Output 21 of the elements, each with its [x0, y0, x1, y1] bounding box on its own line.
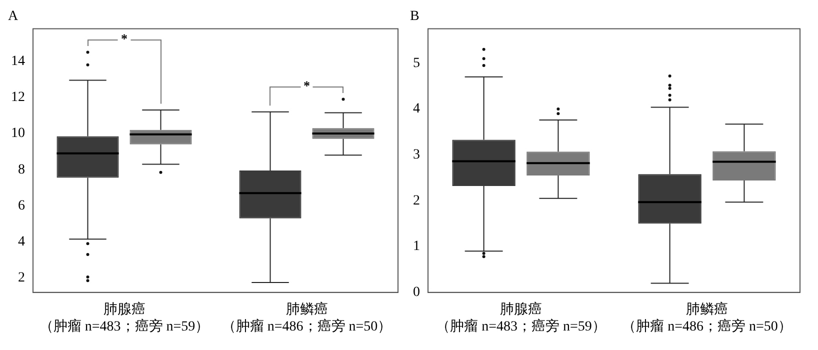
y-tick-label: 3	[413, 148, 420, 163]
x-tick-label: 肺腺癌（肿瘤 n=483；癌旁 n=59）	[436, 301, 606, 334]
chart-title: A	[8, 9, 19, 24]
y-tick-label: 4	[413, 102, 420, 117]
y-tick-label: 2	[18, 270, 25, 286]
y-tick-label: 14	[11, 54, 25, 69]
x-tick-label: 肺鳞癌（肿瘤 n=486；癌旁 n=50）	[622, 301, 792, 334]
y-tick-label: 4	[18, 234, 25, 250]
annotation: *	[118, 31, 130, 46]
annotation: *	[300, 78, 313, 94]
y-tick-label: 12	[11, 90, 25, 106]
x-tick-label: 肺腺癌（肿瘤 n=483；癌旁 n=59）	[39, 301, 210, 334]
y-tick-label: 8	[18, 162, 25, 178]
y-tick-label: 10	[11, 126, 25, 142]
x-tick-label: 肺鳞癌（肿瘤 n=486；癌旁 n=50）	[222, 301, 392, 334]
chart-title: B	[410, 9, 420, 24]
y-tick-label: 1	[413, 239, 420, 254]
y-tick-label: 0	[413, 285, 420, 300]
y-tick-label: 2	[413, 193, 420, 208]
y-tick-label: 5	[413, 56, 420, 71]
y-tick-label: 6	[18, 198, 25, 214]
